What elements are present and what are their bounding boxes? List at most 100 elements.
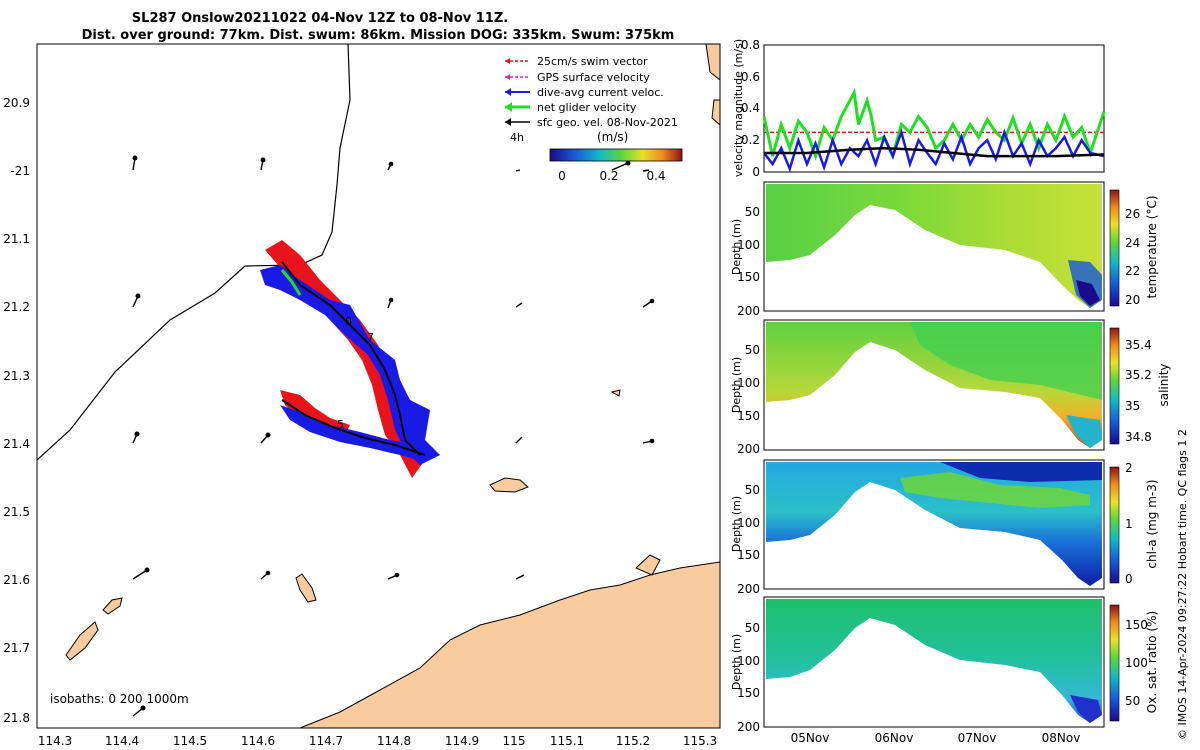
velocity-y-tick: 0.2 [741, 133, 760, 147]
date-x-tick: 07Nov [958, 731, 997, 745]
island [295, 573, 317, 603]
oxygen-y-tick: 150 [737, 686, 760, 700]
track-label: 0 [345, 315, 352, 328]
oxygen-cbar-label: Ox. sat. ratio (%) [1145, 611, 1159, 713]
salinity-cbar-tick: 35 [1125, 399, 1140, 413]
map-y-tick: 21.3 [3, 369, 30, 383]
map-colorbar-tick: 0.2 [599, 169, 618, 183]
island [635, 554, 661, 576]
salinity-panel: 34.8 35 35.2 35.4 salinity 50 100 150 20… [730, 319, 1171, 456]
oxygen-cbar-tick: 150 [1125, 618, 1148, 632]
map-y-tick: 21.1 [3, 232, 30, 246]
oxygen-y-tick: 100 [737, 654, 760, 668]
salinity-cbar-tick: 35.2 [1125, 368, 1152, 382]
map-y-tick: 21.8 [3, 711, 30, 725]
island [102, 597, 123, 615]
temperature-field [766, 184, 1102, 308]
legend-gps-velocity: GPS surface velocity [505, 71, 650, 84]
map-x-tick: 115.3 [683, 734, 717, 748]
map-y-tick: 21.5 [3, 505, 30, 519]
temperature-cbar-tick: 24 [1125, 236, 1140, 250]
chla-y-tick: 150 [737, 548, 760, 562]
map-colorbar-tick: 0 [558, 169, 566, 183]
map-x-axis: 114.3 114.4 114.5 114.6 114.7 114.8 114.… [38, 734, 717, 748]
temperature-cbar-tick: 22 [1125, 264, 1140, 278]
salinity-y-tick: 50 [745, 343, 760, 357]
map-x-tick: 114.4 [105, 734, 139, 748]
salinity-cbar-label: salinity [1157, 363, 1171, 406]
oxygen-colorbar [1109, 604, 1120, 722]
geo-velocity-arrows [132, 155, 655, 717]
salinity-cbar-tick: 34.8 [1125, 430, 1152, 444]
salinity-y-tick: 100 [737, 376, 760, 390]
island [610, 389, 621, 397]
chla-y-label: Depth (m) [730, 496, 743, 552]
map-y-axis: 20.9 -21 21.1 21.2 21.3 21.4 21.5 21.6 2… [3, 96, 30, 725]
chla-green-band [900, 472, 1090, 508]
chla-cbar-tick: 1 [1125, 517, 1133, 531]
oxygen-cbar-tick: 100 [1125, 656, 1148, 670]
mainland-land [299, 561, 720, 728]
salinity-cyan-deep [1066, 415, 1102, 448]
chla-colorbar [1109, 466, 1120, 584]
island [711, 99, 720, 126]
map-legend: 25cm/s swim vector GPS surface velocity … [505, 55, 683, 183]
legend-sfc-geo-velocity: sfc geo. vel. 08-Nov-2021 [505, 116, 678, 129]
velocity-y-tick: 0 [752, 165, 760, 179]
velocity-series-line [764, 146, 1105, 158]
map-colorbar-unit: (m/s) [597, 130, 628, 144]
legend-net-velocity: net glider velocity [505, 101, 637, 114]
map-x-tick: 114.7 [309, 734, 343, 748]
legend-label: net glider velocity [537, 101, 637, 114]
legend-dive-avg-current: dive-avg current veloc. [505, 86, 664, 99]
temperature-cold-core [1076, 280, 1100, 306]
map-x-tick: 115 [503, 734, 526, 748]
track-label: 7 [367, 331, 374, 344]
map-y-tick: 21.4 [3, 437, 30, 451]
oxygen-y-tick: 200 [737, 720, 760, 734]
salinity-y-label: Depth (m) [730, 357, 743, 413]
date-x-tick: 06Nov [875, 731, 914, 745]
chla-y-tick: 50 [745, 483, 760, 497]
map-x-tick: 115.1 [550, 734, 584, 748]
velocity-y-tick: 0.4 [741, 101, 760, 115]
oxygen-deep-blue [1070, 695, 1102, 723]
velocity-y-tick: 0.8 [741, 38, 760, 52]
temperature-y-tick: 100 [737, 238, 760, 252]
map-x-tick: 114.6 [241, 734, 275, 748]
isobaths-label: isobaths: 0 200 1000m [50, 692, 189, 706]
temperature-panel: 20 22 24 26 temperature (°C) 50 100 150 … [730, 181, 1159, 318]
velocity-y-label: velocity magnitude (m/s) [732, 39, 745, 177]
map-y-tick: -21 [10, 164, 30, 178]
map-y-tick: 21.6 [3, 573, 30, 587]
date-x-tick: 08Nov [1042, 731, 1081, 745]
title-line-2: Dist. over ground: 77km. Dist. swum: 86k… [82, 28, 675, 43]
credit-text: © IMOS 14-Apr-2024 09:27:22 Hobart time.… [1176, 429, 1189, 740]
velocity-series-line [763, 128, 1105, 173]
map-colorbar-tick: 0.4 [646, 169, 665, 183]
title-line-1: SL287 Onslow20211022 04-Nov 12Z to 08-No… [132, 11, 508, 26]
map-y-tick: 20.9 [3, 96, 30, 110]
legend-swim-vector: 25cm/s swim vector [505, 55, 648, 68]
temperature-y-label: Depth (m) [730, 219, 743, 275]
temperature-y-tick: 200 [737, 304, 760, 318]
track-label: 5 [337, 418, 344, 431]
map-x-tick: 114.5 [173, 734, 207, 748]
oxygen-cbar-tick: 50 [1125, 694, 1140, 708]
legend-label: dive-avg current veloc. [537, 86, 664, 99]
legend-scale-label: 4h [510, 131, 524, 144]
chla-y-tick: 100 [737, 516, 760, 530]
legend-label: sfc geo. vel. 08-Nov-2021 [537, 116, 678, 129]
velocity-y-tick: 0.6 [741, 70, 760, 84]
temperature-cbar-tick: 20 [1125, 293, 1140, 307]
temperature-y-tick: 50 [745, 205, 760, 219]
map-panel: 5 7 0 [3, 43, 721, 748]
salinity-cbar-tick: 35.4 [1125, 338, 1152, 352]
chla-cbar-label: chl-a (mg m-3) [1145, 479, 1159, 568]
chla-y-tick: 200 [737, 582, 760, 596]
isobath-line [37, 44, 351, 461]
map-colorbar [549, 148, 683, 162]
map-x-tick: 114.9 [445, 734, 479, 748]
legend-label: GPS surface velocity [537, 71, 650, 84]
